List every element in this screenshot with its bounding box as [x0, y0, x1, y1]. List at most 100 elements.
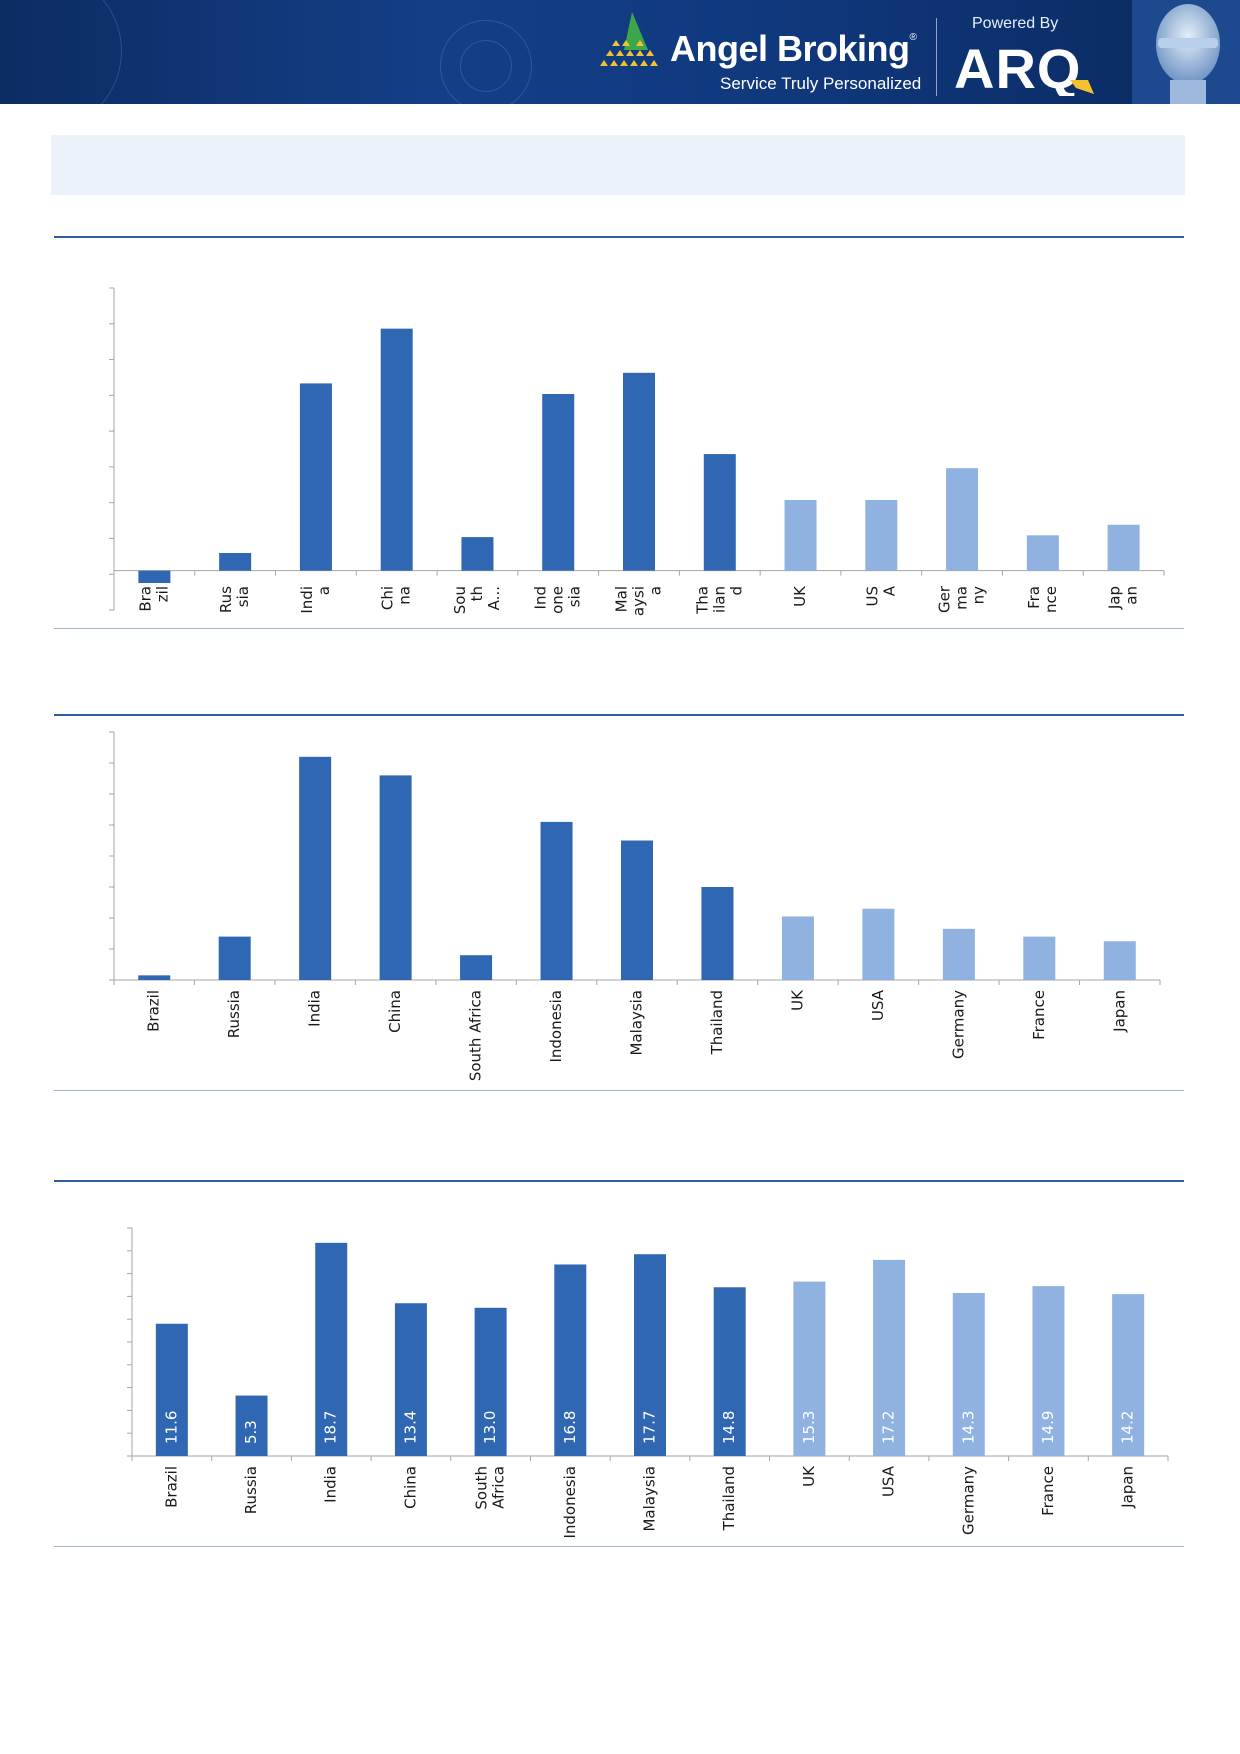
chart-1-bar-1 [219, 553, 252, 571]
chart-3-tick-label-10: Germany [959, 1466, 977, 1535]
chart-3-data-label-8: 15.3 [800, 1411, 818, 1444]
chart-1-tick-label-line: one [549, 586, 567, 614]
header-decoration [440, 20, 532, 104]
chart-1-bar-7 [703, 454, 736, 571]
chart-3-tick-label-line: USA [880, 1465, 898, 1497]
chart-1-tick-label-line: Tha [693, 586, 711, 615]
arq-logo-icon: ARQ [954, 40, 1094, 96]
title-band [51, 135, 1185, 195]
chart-2-bar-7 [701, 887, 734, 980]
chart-3-tick-label-line: Germany [959, 1466, 977, 1535]
chart-3: 11.6 Brazil 5.3 Russia 18.7 India 13.4 China 13.… [100, 1210, 1180, 1540]
chart-2-top-rule [54, 714, 1184, 716]
chart-3-tick-label-line: UK [800, 1465, 818, 1487]
chart-1-tick-label-line: Fra [1025, 586, 1043, 609]
chart-1-tick-label-line: zil [153, 586, 171, 602]
chart-3-top-rule [54, 1180, 1184, 1182]
chart-2-tick-label-2: India [306, 990, 324, 1027]
chart-3-bar-2 [315, 1242, 348, 1456]
chart-1-tick-label-line: ma [953, 586, 971, 610]
chart-3-data-label-6: 17.7 [641, 1411, 659, 1444]
chart-3-bar-8 [793, 1281, 826, 1456]
chart-2-tick-label-9: USA [869, 989, 887, 1021]
header-decoration [460, 40, 512, 92]
chart-2-bar-8 [781, 916, 814, 980]
chart-1-tick-label-line: th [468, 586, 486, 601]
chart-1-tick-label-line: Sou [451, 586, 469, 614]
chart-2-bar-5 [540, 821, 573, 980]
chart-1-bar-9 [865, 500, 898, 571]
chart-2-tick-label-line: China [386, 990, 404, 1033]
chart-3-tick-label-7: Thailand [720, 1466, 738, 1531]
chart-3-bar-0 [155, 1323, 188, 1456]
chart-2-bar-6 [621, 840, 653, 980]
chart-2-tick-label-7: Thailand [708, 990, 726, 1055]
chart-1-tick-label-line: Rus [217, 586, 235, 613]
chart-3-data-label-10: 14.3 [959, 1411, 977, 1444]
chart-1-tick-label-7: Tha ilan d [693, 586, 745, 615]
chart-2-tick-label-line: UK [788, 989, 806, 1011]
chart-3-bar-9 [873, 1259, 906, 1456]
chart-1-tick-label-line: ny [970, 586, 988, 605]
angel-triangle-logo-icon [600, 12, 658, 66]
chart-1-bar-5 [542, 394, 575, 571]
chart-1-tick-label-line: an [1123, 586, 1141, 605]
chart-3-tick-label-line: Russia [242, 1466, 260, 1514]
chart-1-tick-label-0: Bra zil [136, 586, 171, 612]
chart-2-tick-label-12: Japan [1110, 990, 1128, 1033]
chart-3-tick-label-line: Brazil [162, 1466, 180, 1508]
chart-1-tick-label-line: US [863, 586, 881, 607]
chart-3-tick-label-5: Indonesia [561, 1466, 579, 1539]
chart-2-tick-label-line: USA [869, 989, 887, 1021]
chart-2-bar-0 [138, 975, 171, 980]
chart-2-svg: Brazil Russia India China South Africa Indone… [109, 731, 1161, 1081]
chart-1-bar-3 [380, 328, 413, 571]
chart-2-tick-label-line: India [306, 990, 324, 1027]
chart-2-tick-label-11: France [1030, 990, 1048, 1040]
chart-3-tick-label-12: Japan [1119, 1466, 1137, 1509]
chart-1-tick-label-line: d [727, 586, 745, 596]
chart-1-tick-label-1: Rus sia [217, 586, 252, 613]
chart-3-data-label-3: 13.4 [401, 1411, 419, 1444]
chart-3-tick-label-line: Japan [1119, 1466, 1137, 1509]
chart-3-data-label-4: 13.0 [481, 1411, 499, 1444]
chart-1-top-rule [54, 236, 1184, 238]
chart-1-tick-label-3: Chi na [379, 586, 414, 610]
chart-3-tick-label-line: France [1039, 1466, 1057, 1516]
chart-1-tick-label-line: A [880, 585, 898, 596]
arq-logo-text: ARQ [954, 40, 1081, 96]
chart-1-bar-12 [1107, 524, 1140, 571]
chart-3-data-label-11: 14.9 [1039, 1411, 1057, 1444]
chart-1-tick-label-line: Chi [379, 586, 397, 610]
chart-1-tick-label-line: UK [791, 585, 809, 607]
chart-3-bar-4 [474, 1307, 507, 1456]
chart-3-bar-12 [1112, 1294, 1145, 1456]
chart-3-data-label-0: 11.6 [162, 1411, 180, 1444]
chart-1-tick-label-line: Mal [613, 586, 631, 612]
chart-2-tick-label-0: Brazil [145, 990, 163, 1032]
chart-3-data-label-1: 5.3 [242, 1420, 260, 1444]
chart-1-bottom-rule [54, 628, 1184, 629]
chart-3-tick-label-3: China [401, 1466, 419, 1509]
chart-2-bottom-rule [54, 1090, 1184, 1091]
chart-1-tick-label-line: Ger [936, 585, 954, 613]
chart-3-tick-label-11: France [1039, 1466, 1057, 1516]
chart-1-tick-label-line: A... [485, 586, 503, 610]
chart-3-bar-5 [554, 1264, 587, 1456]
chart-1-bar-0 [138, 570, 171, 584]
chart-3-bar-6 [634, 1254, 666, 1456]
chart-3-tick-label-line: South [473, 1466, 491, 1510]
chart-3-tick-label-1: Russia [242, 1466, 260, 1514]
chart-2-tick-label-line: Brazil [145, 990, 163, 1032]
chart-2-tick-label-line: Indonesia [547, 990, 565, 1063]
chart-1-tick-label-line: a [647, 586, 665, 595]
chart-1-bar-10 [946, 468, 979, 571]
chart-2-tick-label-6: Malaysia [628, 990, 646, 1056]
chart-3-tick-label-line: Africa [490, 1466, 508, 1509]
chart-3-tick-label-9: USA [880, 1465, 898, 1497]
chart-3-tick-label-line: Thailand [720, 1466, 738, 1531]
chart-1-tick-label-4: Sou th A... [451, 586, 503, 614]
chart-1-bar-4 [461, 537, 494, 571]
chart-1-tick-label-line: a [315, 586, 333, 595]
chart-3-bar-10 [952, 1292, 985, 1456]
